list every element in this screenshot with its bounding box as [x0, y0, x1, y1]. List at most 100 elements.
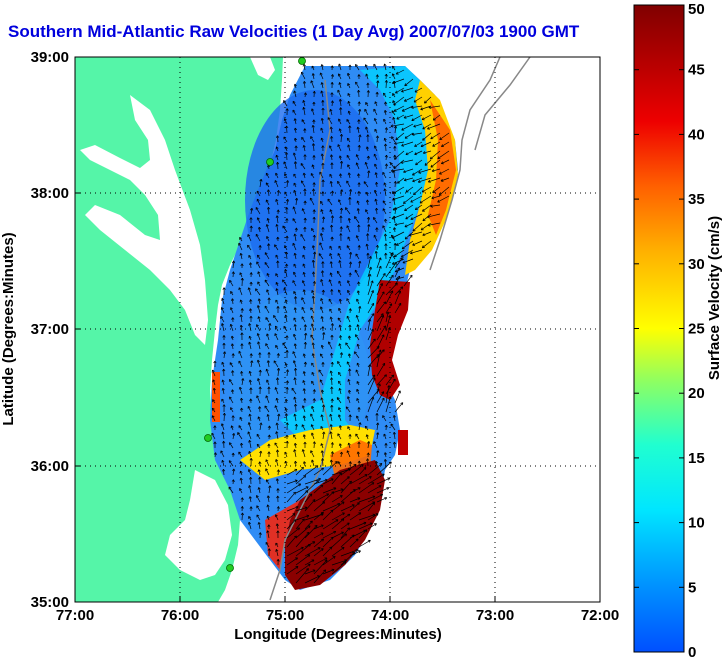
- velocity-arrow: [275, 199, 279, 206]
- velocity-arrow-head: [248, 521, 252, 525]
- velocity-arrow: [355, 253, 360, 260]
- velocity-arrow-head: [311, 143, 314, 146]
- velocity-arrow: [277, 469, 279, 476]
- velocity-arrow-head: [376, 513, 379, 517]
- velocity-arrow: [238, 351, 243, 359]
- velocity-arrow: [304, 547, 321, 557]
- velocity-arrow-head: [320, 345, 323, 348]
- velocity-arrow-head: [412, 230, 416, 232]
- velocity-arrow-head: [296, 506, 299, 509]
- velocity-arrow-head: [354, 216, 357, 218]
- velocity-arrow-head: [311, 424, 314, 427]
- velocity-arrow-head: [311, 73, 314, 76]
- velocity-arrow: [310, 450, 315, 458]
- velocity-arrow: [331, 136, 333, 143]
- velocity-arrow: [277, 449, 279, 458]
- velocity-arrow-head: [338, 298, 341, 302]
- velocity-arrow-head: [428, 181, 431, 183]
- velocity-arrow: [382, 225, 387, 233]
- velocity-arrow-head: [339, 343, 342, 346]
- velocity-arrow: [240, 325, 243, 332]
- velocity-arrow: [312, 245, 315, 251]
- velocity-arrow: [376, 315, 384, 332]
- velocity-arrow-head: [383, 325, 386, 328]
- velocity-arrow-head: [260, 179, 263, 182]
- velocity-arrow-head: [250, 308, 253, 311]
- velocity-arrow: [394, 150, 405, 160]
- velocity-arrow-head: [258, 532, 261, 535]
- velocity-arrow-head: [339, 443, 342, 446]
- velocity-arrow-head: [348, 251, 352, 255]
- velocity-arrow: [310, 173, 315, 179]
- velocity-arrow-head: [347, 236, 351, 239]
- velocity-arrow-head: [347, 144, 351, 147]
- velocity-arrow: [310, 80, 315, 89]
- velocity-arrow-head: [238, 425, 242, 427]
- velocity-arrow-head: [383, 433, 387, 436]
- velocity-arrow-head: [305, 324, 307, 327]
- velocity-arrow: [286, 546, 304, 557]
- velocity-arrow: [355, 369, 360, 377]
- velocity-arrow-head: [410, 253, 413, 255]
- velocity-arrow-head: [324, 478, 328, 481]
- velocity-arrow-head: [382, 225, 386, 228]
- velocity-arrow-head: [350, 252, 353, 255]
- velocity-arrow-head: [356, 208, 359, 211]
- velocity-arrow-head: [365, 209, 368, 212]
- velocity-arrow-head: [296, 423, 298, 427]
- velocity-arrow: [385, 262, 397, 278]
- velocity-arrow-head: [266, 530, 268, 534]
- velocity-arrow-head: [230, 291, 233, 293]
- velocity-arrow-head: [316, 465, 319, 469]
- velocity-arrow: [376, 477, 390, 485]
- velocity-arrow-head: [348, 480, 352, 483]
- velocity-arrow-head: [277, 495, 280, 499]
- velocity-arrow-head: [358, 460, 361, 464]
- velocity-arrow-head: [330, 459, 333, 463]
- velocity-arrow-head: [309, 493, 312, 496]
- velocity-arrow-head: [332, 100, 334, 104]
- velocity-arrow-head: [240, 477, 243, 481]
- velocity-arrow: [357, 451, 360, 458]
- velocity-arrow: [303, 388, 306, 395]
- velocity-arrow-head: [295, 505, 299, 508]
- velocity-arrow: [401, 249, 414, 258]
- velocity-arrow-head: [357, 74, 360, 77]
- velocity-arrow: [267, 189, 270, 197]
- velocity-arrow-head: [286, 152, 289, 155]
- velocity-arrow: [277, 190, 279, 197]
- velocity-arrow-head: [267, 273, 270, 275]
- velocity-arrow: [286, 152, 288, 161]
- velocity-arrow: [311, 290, 315, 296]
- velocity-arrow: [358, 90, 360, 98]
- velocity-arrow-head: [338, 380, 341, 383]
- velocity-arrow: [328, 341, 333, 350]
- velocity-arrow: [295, 486, 309, 494]
- velocity-arrow-head: [390, 461, 392, 465]
- velocity-arrow-head: [413, 126, 417, 128]
- velocity-arrow: [250, 262, 252, 269]
- velocity-arrow: [240, 443, 243, 449]
- velocity-arrow-head: [387, 327, 390, 330]
- velocity-arrow: [355, 64, 360, 71]
- velocity-arrow-head: [301, 307, 305, 309]
- velocity-arrow-head: [364, 162, 366, 165]
- velocity-arrow-head: [301, 449, 304, 452]
- velocity-arrow-head: [400, 160, 403, 163]
- velocity-arrow-head: [258, 476, 261, 480]
- velocity-arrow-head: [285, 398, 288, 402]
- velocity-arrow-head: [293, 513, 296, 517]
- velocity-arrow-head: [403, 178, 407, 181]
- velocity-arrow-head: [386, 424, 388, 428]
- velocity-arrow: [367, 397, 374, 413]
- velocity-arrow: [213, 388, 216, 395]
- velocity-arrow-head: [431, 169, 435, 172]
- velocity-arrow: [313, 538, 324, 548]
- velocity-arrow-head: [277, 377, 280, 380]
- velocity-arrow-head: [412, 172, 414, 176]
- velocity-arrow-head: [307, 568, 309, 571]
- velocity-arrow-head: [293, 460, 296, 464]
- velocity-arrow-head: [303, 341, 306, 345]
- velocity-arrow: [405, 150, 414, 155]
- velocity-arrow-head: [306, 514, 309, 516]
